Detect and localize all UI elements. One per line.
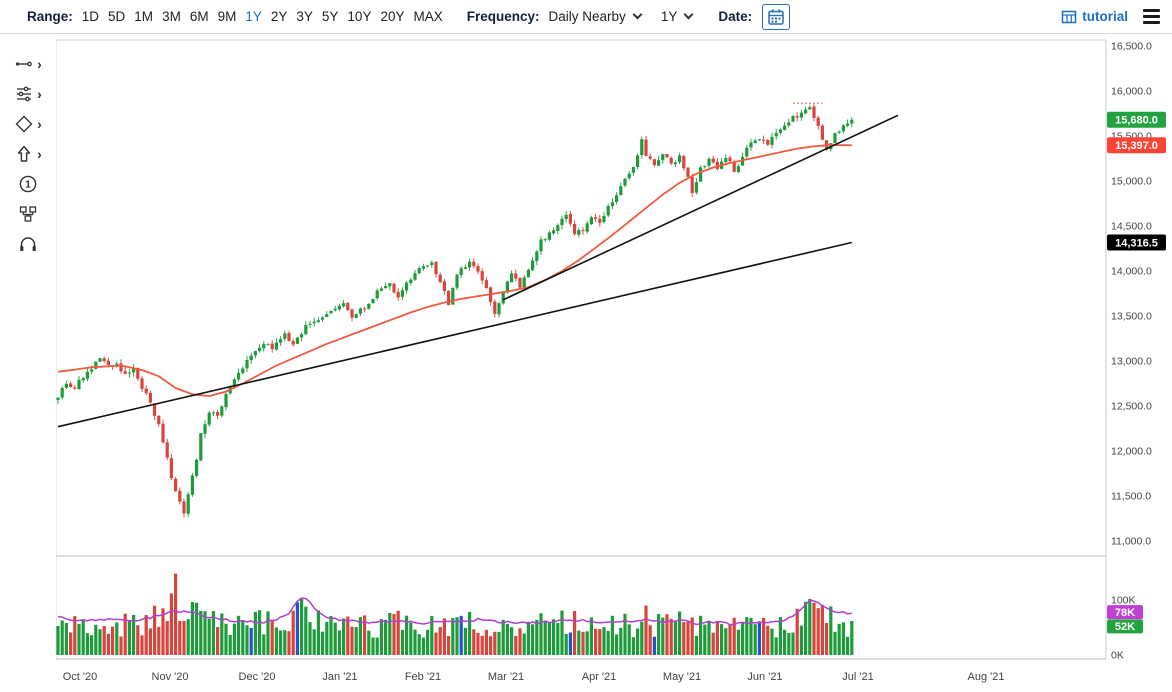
svg-text:15,680.0: 15,680.0 <box>1115 115 1158 127</box>
arrow-annotation-tool[interactable]: › <box>5 142 51 166</box>
svg-text:13,000.0: 13,000.0 <box>1111 356 1152 368</box>
chevron-right-icon: › <box>37 116 42 132</box>
trendline-1[interactable] <box>57 241 852 428</box>
range-option-3M[interactable]: 3M <box>162 9 181 24</box>
headset-icon <box>20 237 36 251</box>
svg-text:Jul '21: Jul '21 <box>842 671 873 683</box>
range-option-1Y[interactable]: 1Y <box>245 9 262 24</box>
svg-text:Mar '21: Mar '21 <box>488 671 524 683</box>
svg-text:16,500.0: 16,500.0 <box>1111 41 1152 53</box>
frequency-value: Daily Nearby <box>548 9 626 24</box>
range-option-6M[interactable]: 6M <box>189 9 209 24</box>
svg-text:14,500.0: 14,500.0 <box>1111 221 1152 233</box>
price-axis[interactable]: 16,500.016,000.015,500.015,000.014,500.0… <box>1111 41 1152 662</box>
volume-average-line <box>57 597 852 626</box>
svg-text:100K: 100K <box>1111 595 1136 607</box>
svg-text:11,000.0: 11,000.0 <box>1111 536 1151 548</box>
range-option-20Y[interactable]: 20Y <box>380 9 405 24</box>
line-tool-icon <box>16 61 33 67</box>
bar-count-tool[interactable]: 1 <box>5 172 51 196</box>
range-label: Range: <box>27 9 73 24</box>
volume-layer <box>56 573 854 655</box>
volume-ma-badge: 78K <box>1107 605 1143 620</box>
svg-text:16,000.0: 16,000.0 <box>1111 86 1152 98</box>
svg-text:Oct '20: Oct '20 <box>63 671 98 683</box>
menu-icon[interactable] <box>1143 9 1160 24</box>
indicators-tool[interactable]: › <box>5 82 51 106</box>
svg-text:78K: 78K <box>1115 607 1135 619</box>
calendar-icon <box>768 9 784 25</box>
chevron-down-icon <box>632 9 643 20</box>
svg-text:Dec '20: Dec '20 <box>239 671 276 683</box>
moving-average-line <box>57 144 852 398</box>
chevron-right-icon: › <box>37 56 42 72</box>
ma-price-badge: 15,397.0 <box>1107 137 1166 154</box>
trendline-2[interactable] <box>502 114 899 301</box>
chart-frame <box>55 39 1107 660</box>
svg-text:12,000.0: 12,000.0 <box>1111 446 1152 458</box>
svg-text:1: 1 <box>25 179 31 190</box>
volume-last-badge: 52K <box>1107 619 1143 634</box>
drawing-toolbar: › › › › 1 <box>0 34 56 692</box>
range-selector: 1D 5D 1M 3M 6M 9M 1Y 2Y 3Y 5Y 10Y 20Y MAX <box>82 9 443 24</box>
last-price-badge: 15,680.0 <box>1107 111 1166 128</box>
svg-text:Aug '21: Aug '21 <box>968 671 1005 683</box>
svg-text:0K: 0K <box>1111 650 1124 662</box>
compare-tool[interactable] <box>5 202 51 226</box>
svg-text:13,500.0: 13,500.0 <box>1111 311 1152 323</box>
frequency-label: Frequency: <box>466 9 540 24</box>
calendar-button[interactable] <box>762 3 791 30</box>
range-option-1M[interactable]: 1M <box>134 9 154 24</box>
svg-text:12,500.0: 12,500.0 <box>1111 401 1152 413</box>
svg-text:Nov '20: Nov '20 <box>152 671 189 683</box>
shapes-tool[interactable]: › <box>5 112 51 136</box>
svg-text:Feb '21: Feb '21 <box>405 671 441 683</box>
svg-text:May '21: May '21 <box>663 671 701 683</box>
range-option-5Y[interactable]: 5Y <box>321 9 339 24</box>
tutorial-label: tutorial <box>1082 9 1128 24</box>
range-option-MAX[interactable]: MAX <box>413 9 443 24</box>
chart-toolbar: Range: 1D 5D 1M 3M 6M 9M 1Y 2Y 3Y 5Y 10Y 20Y MAX Fre… <box>0 0 1172 34</box>
time-axis[interactable]: Oct '20 Nov '20 Dec '20 Jan '21 Feb '21 Mar '… <box>63 671 1005 683</box>
svg-text:15,397.0: 15,397.0 <box>1115 140 1158 152</box>
range-option-2Y[interactable]: 2Y <box>270 9 288 24</box>
chart-canvas[interactable]: 16,500.016,000.015,500.015,000.014,500.0… <box>0 34 1172 692</box>
frequency-dropdown[interactable]: Daily Nearby <box>548 9 643 24</box>
arrow-up-icon <box>17 145 31 162</box>
range-option-3Y[interactable]: 3Y <box>296 9 313 24</box>
candles-layer <box>56 103 854 518</box>
chevron-right-icon: › <box>37 146 42 162</box>
diamond-shape-icon <box>15 115 33 133</box>
range-option-9M[interactable]: 9M <box>217 9 237 24</box>
trendline-price-badge: 14,316.5 <box>1107 234 1166 251</box>
svg-text:Jun '21: Jun '21 <box>747 671 782 683</box>
range-option-1D[interactable]: 1D <box>81 9 100 24</box>
aggregation-dropdown[interactable]: 1Y <box>660 9 694 24</box>
support-headset-tool[interactable] <box>5 232 51 256</box>
range-option-10Y[interactable]: 10Y <box>347 9 372 24</box>
indicators-icon <box>17 86 32 102</box>
svg-text:15,000.0: 15,000.0 <box>1111 176 1152 188</box>
svg-text:Apr '21: Apr '21 <box>582 671 617 683</box>
svg-text:11,500.0: 11,500.0 <box>1111 491 1151 503</box>
aggregation-value: 1Y <box>660 9 678 24</box>
chevron-down-icon <box>683 9 694 20</box>
compare-icon <box>19 206 37 222</box>
tutorial-grid-icon <box>1062 10 1077 23</box>
date-label: Date: <box>718 9 753 24</box>
line-tool[interactable]: › <box>5 52 51 76</box>
svg-text:52K: 52K <box>1115 621 1135 633</box>
svg-text:14,316.5: 14,316.5 <box>1115 237 1158 249</box>
svg-text:Jan '21: Jan '21 <box>322 671 357 683</box>
tutorial-link[interactable]: tutorial <box>1061 9 1128 25</box>
chevron-right-icon: › <box>37 86 42 102</box>
circled-one-icon: 1 <box>19 175 37 193</box>
range-option-5D[interactable]: 5D <box>108 9 126 24</box>
svg-text:14,000.0: 14,000.0 <box>1111 266 1152 278</box>
